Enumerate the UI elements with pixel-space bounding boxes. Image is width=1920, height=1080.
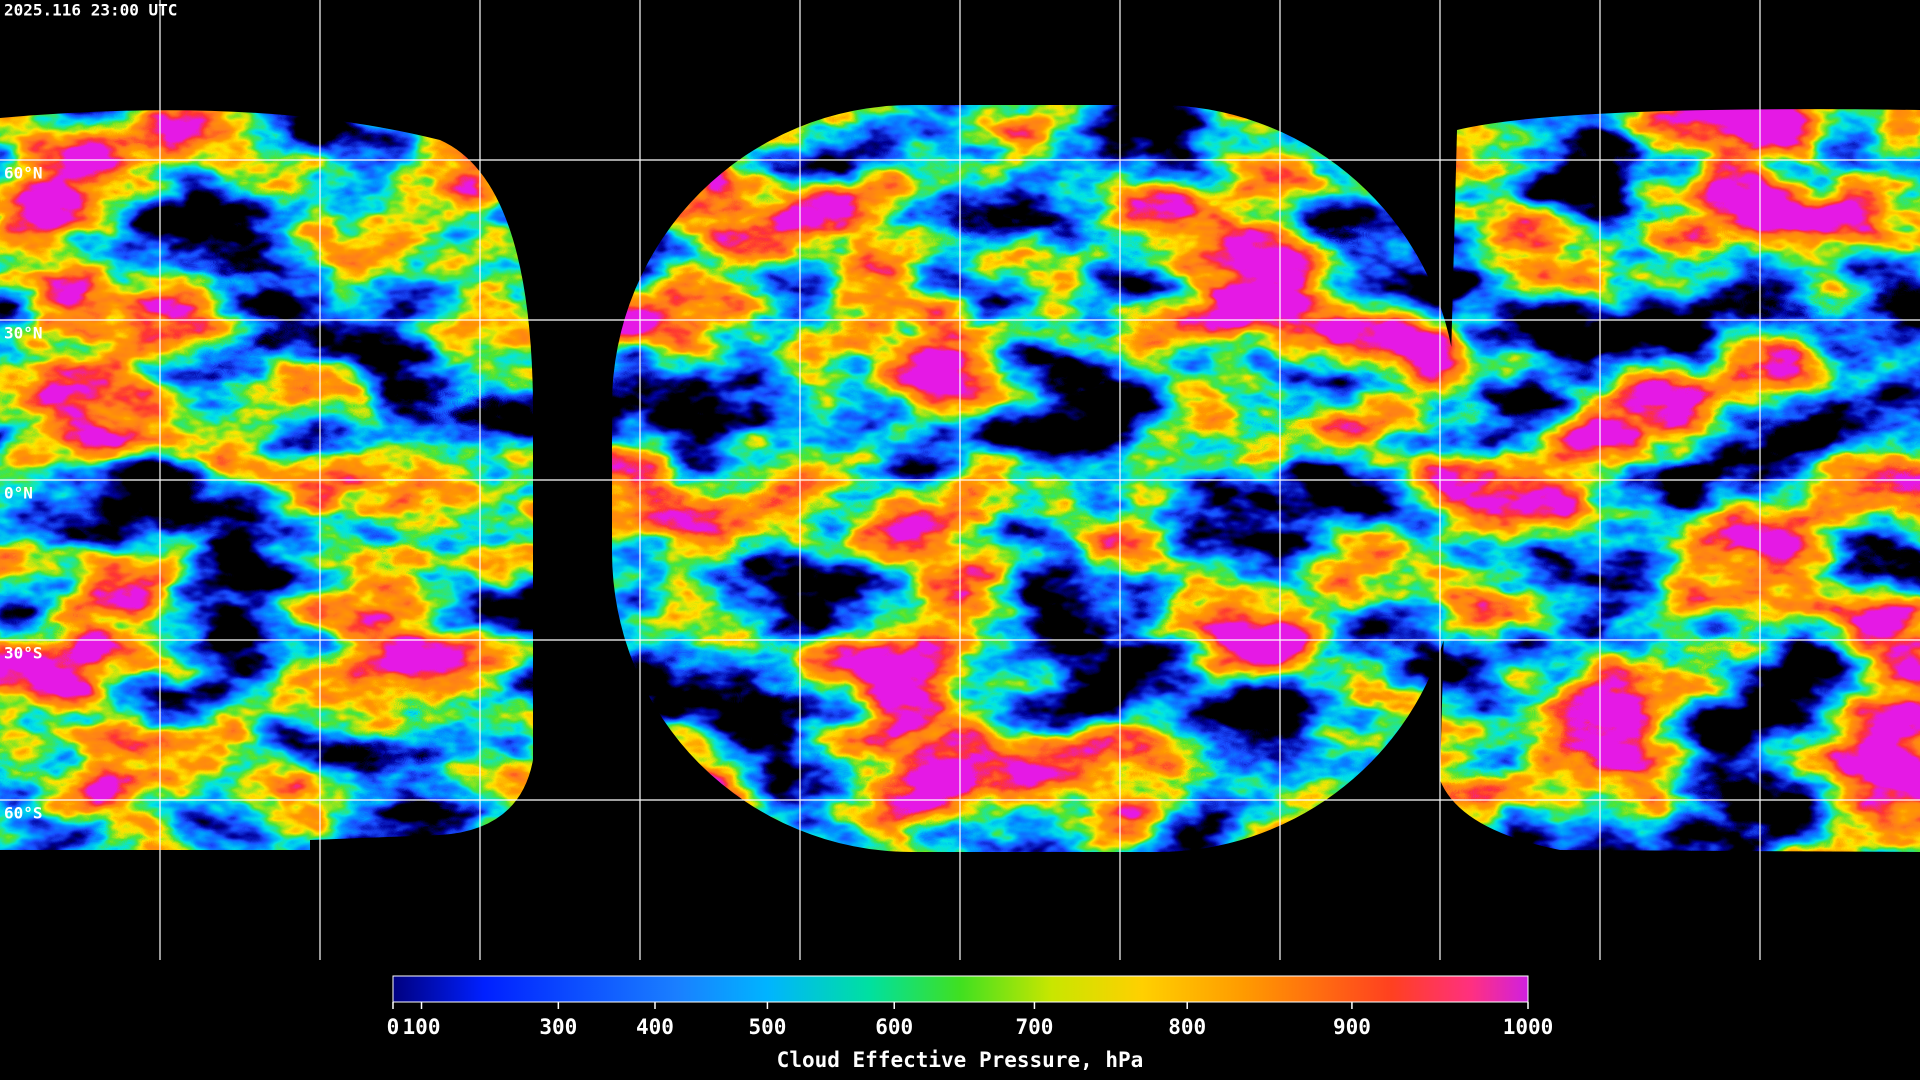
latitude-label: 60°N <box>4 164 43 183</box>
latitude-label: 30°S <box>4 644 43 663</box>
colorbar-tick-label: 600 <box>875 1015 913 1039</box>
colorbar-tick-label: 800 <box>1168 1015 1206 1039</box>
colorbar-tick-label: 0 <box>387 1015 400 1039</box>
latitude-label: 0°N <box>4 484 33 503</box>
colorbar <box>392 975 1529 1003</box>
colorbar-tick-label: 700 <box>1015 1015 1053 1039</box>
colorbar-tick-label: 300 <box>539 1015 577 1039</box>
colorbar-tick-label: 100 <box>403 1015 441 1039</box>
timestamp: 2025.116 23:00 UTC <box>4 1 177 20</box>
latitude-label: 30°N <box>4 324 43 343</box>
colorbar-tick-label: 1000 <box>1503 1015 1554 1039</box>
colorbar-title: Cloud Effective Pressure, hPa <box>777 1048 1144 1072</box>
colorbar-tick-label: 400 <box>636 1015 674 1039</box>
latitude-label: 60°S <box>4 804 43 823</box>
colorbar-tick-label: 900 <box>1333 1015 1371 1039</box>
colorbar-tick-label: 500 <box>748 1015 786 1039</box>
graticule <box>0 0 1920 960</box>
